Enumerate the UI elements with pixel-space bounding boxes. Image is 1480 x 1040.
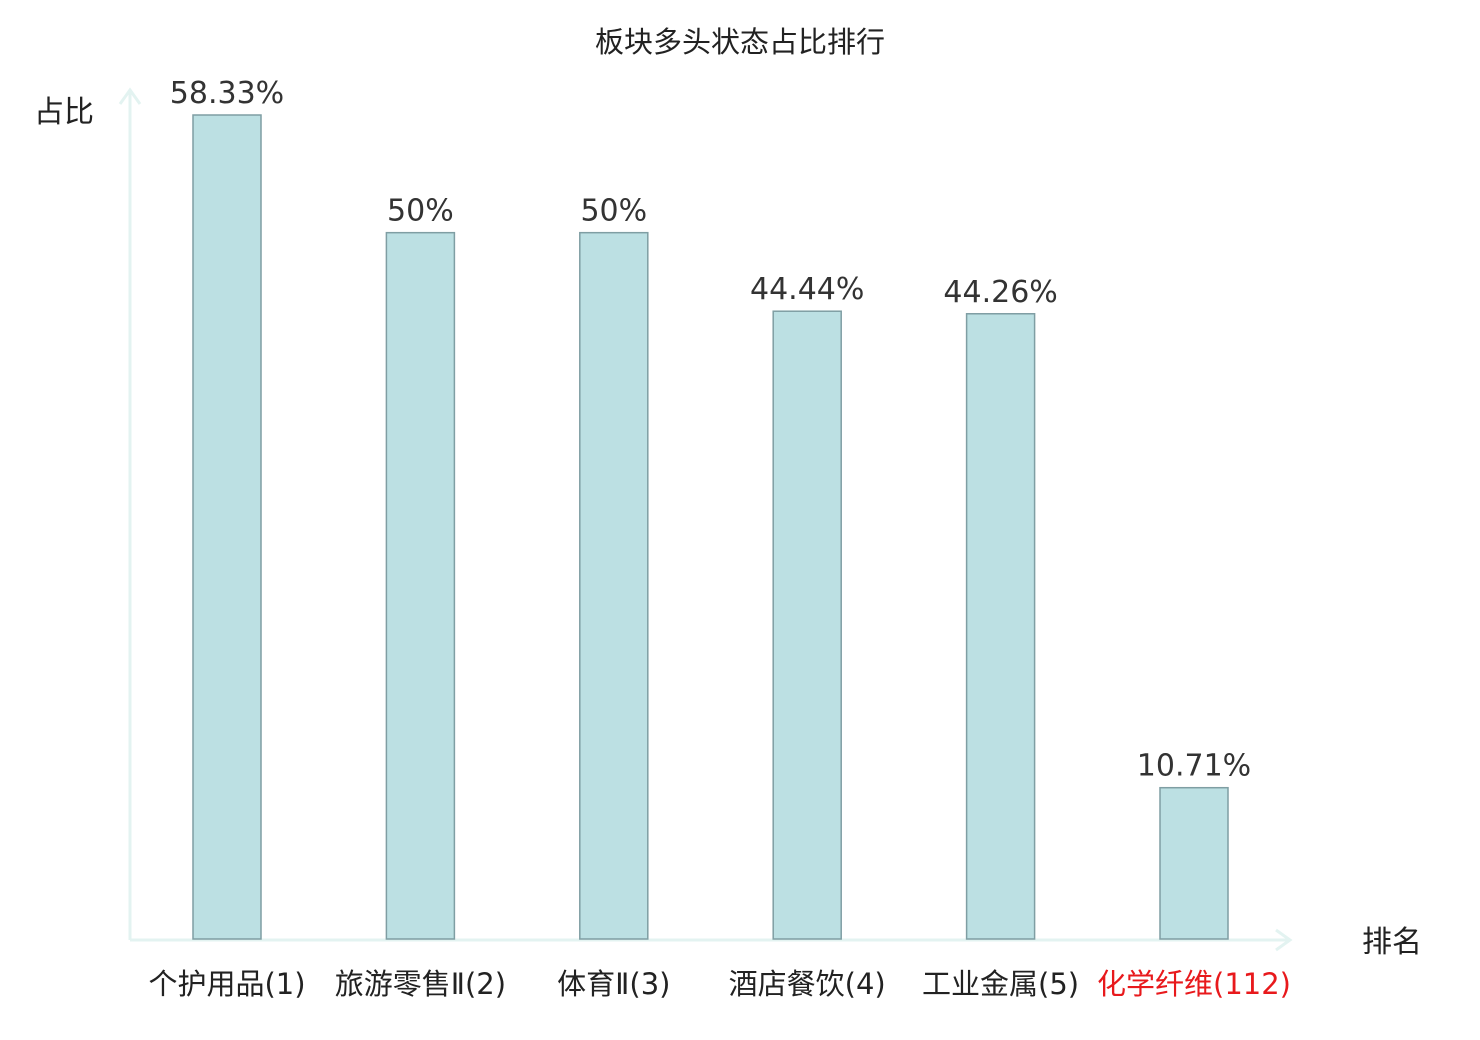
value-labels-group: 58.33% 50% 50% 44.44% 44.26% 10.71% bbox=[170, 76, 1251, 784]
bar bbox=[192, 114, 262, 940]
bar-value-label: 50% bbox=[387, 194, 454, 229]
bar bbox=[1159, 786, 1229, 940]
bar bbox=[579, 231, 649, 940]
x-tick-label: 酒店餐饮(4) bbox=[729, 967, 886, 1001]
x-tick-label: 个护用品(1) bbox=[148, 967, 305, 1001]
x-tick-label: 工业金属(5) bbox=[922, 967, 1079, 1001]
category-labels-group: 个护用品(1) 旅游零售Ⅱ(2) 体育Ⅱ(3) 酒店餐饮(4) 工业金属(5) 化学纤维(… bbox=[148, 967, 1291, 1001]
bar-value-label: 44.26% bbox=[943, 275, 1057, 310]
x-tick-label: 旅游零售Ⅱ(2) bbox=[335, 967, 506, 1001]
bar-value-label: 58.33% bbox=[170, 76, 284, 111]
x-tick-label: 体育Ⅱ(3) bbox=[557, 967, 670, 1001]
bar bbox=[385, 231, 456, 940]
chart-title: 板块多头状态占比排行 bbox=[595, 25, 885, 59]
bars-group bbox=[192, 114, 1229, 940]
bar-value-label: 50% bbox=[580, 194, 647, 229]
bar-value-label: 10.71% bbox=[1137, 749, 1251, 784]
x-tick-label: 化学纤维(112) bbox=[1097, 967, 1291, 1001]
bar bbox=[965, 313, 1036, 940]
y-axis-arrow-icon bbox=[118, 87, 142, 105]
x-axis-label: 排名 bbox=[1362, 925, 1422, 960]
y-axis-label: 占比 bbox=[34, 95, 94, 130]
bar-value-label: 44.44% bbox=[750, 272, 864, 307]
x-axis-arrow-icon bbox=[1275, 928, 1293, 952]
bar bbox=[772, 310, 842, 940]
